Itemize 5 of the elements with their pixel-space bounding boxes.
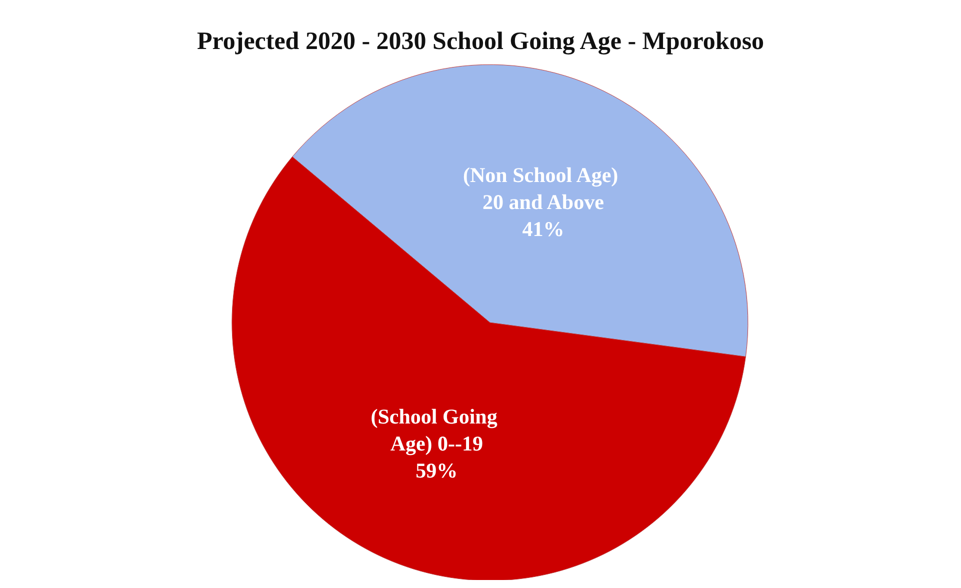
chart-title: Projected 2020 - 2030 School Going Age - Mporokoso: [196, 28, 764, 55]
data-label: 41%: [522, 216, 564, 241]
data-label: 59%: [416, 458, 458, 482]
slice-label: (Non School Age) 20 and Above: [463, 162, 624, 214]
slice-label: (School Going Age) 0--19: [370, 404, 503, 456]
